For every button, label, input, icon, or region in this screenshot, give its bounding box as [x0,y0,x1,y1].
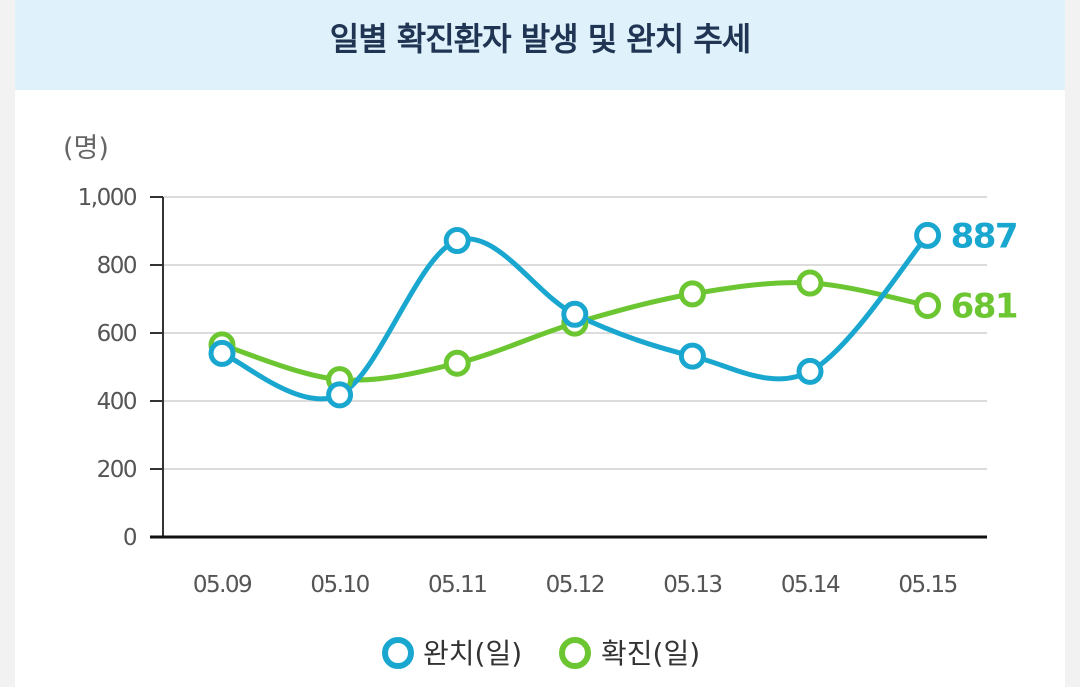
end-value-label: 887 [951,216,1017,256]
x-tick-label: 05.15 [898,572,956,598]
legend-label: 완치(일) [423,637,522,670]
x-tick-label: 05.14 [781,572,840,598]
end-value-label: 681 [951,286,1017,326]
series-group: 681 887 [208,216,1019,409]
y-tick-label: 1,000 [78,185,137,211]
data-point [443,349,471,377]
data-point [796,357,824,385]
y-tick-label: 600 [97,321,137,347]
x-axis-ticks: 05.09 05.10 05.11 05.12 05.13 05.14 05.15 [193,572,958,598]
data-point [914,291,942,319]
title-bar: 일별 확진환자 발생 및 완치 추세 [15,0,1065,90]
x-tick-label: 05.11 [428,572,486,598]
axes [150,197,987,539]
chart-title: 일별 확진환자 발생 및 완치 추세 [329,20,751,58]
chart-card: 일별 확진환자 발생 및 완치 추세 (명) 0 200 400 600 800 1,00… [15,0,1065,687]
data-point [326,381,354,409]
legend-marker [559,637,591,669]
x-tick-label: 05.13 [663,572,721,598]
y-axis-unit: (명) [63,133,109,164]
y-tick-label: 200 [97,457,137,483]
data-point [443,227,471,255]
x-tick-label: 05.10 [310,572,369,598]
data-point [678,342,706,370]
y-tick-label: 800 [97,253,137,279]
data-point [914,221,942,249]
legend-marker [382,637,414,669]
data-point [561,300,589,328]
data-point [208,339,236,367]
data-point [796,269,824,297]
y-tick-label: 0 [123,525,137,551]
y-axis-ticks: 0 200 400 600 800 1,000 [78,185,163,551]
legend: 완치(일) 확진(일) [382,637,700,670]
x-tick-label: 05.09 [193,572,252,598]
data-point [678,280,706,308]
x-tick-label: 05.12 [546,572,604,598]
y-tick-label: 400 [97,389,137,415]
legend-label: 확진(일) [601,637,700,670]
